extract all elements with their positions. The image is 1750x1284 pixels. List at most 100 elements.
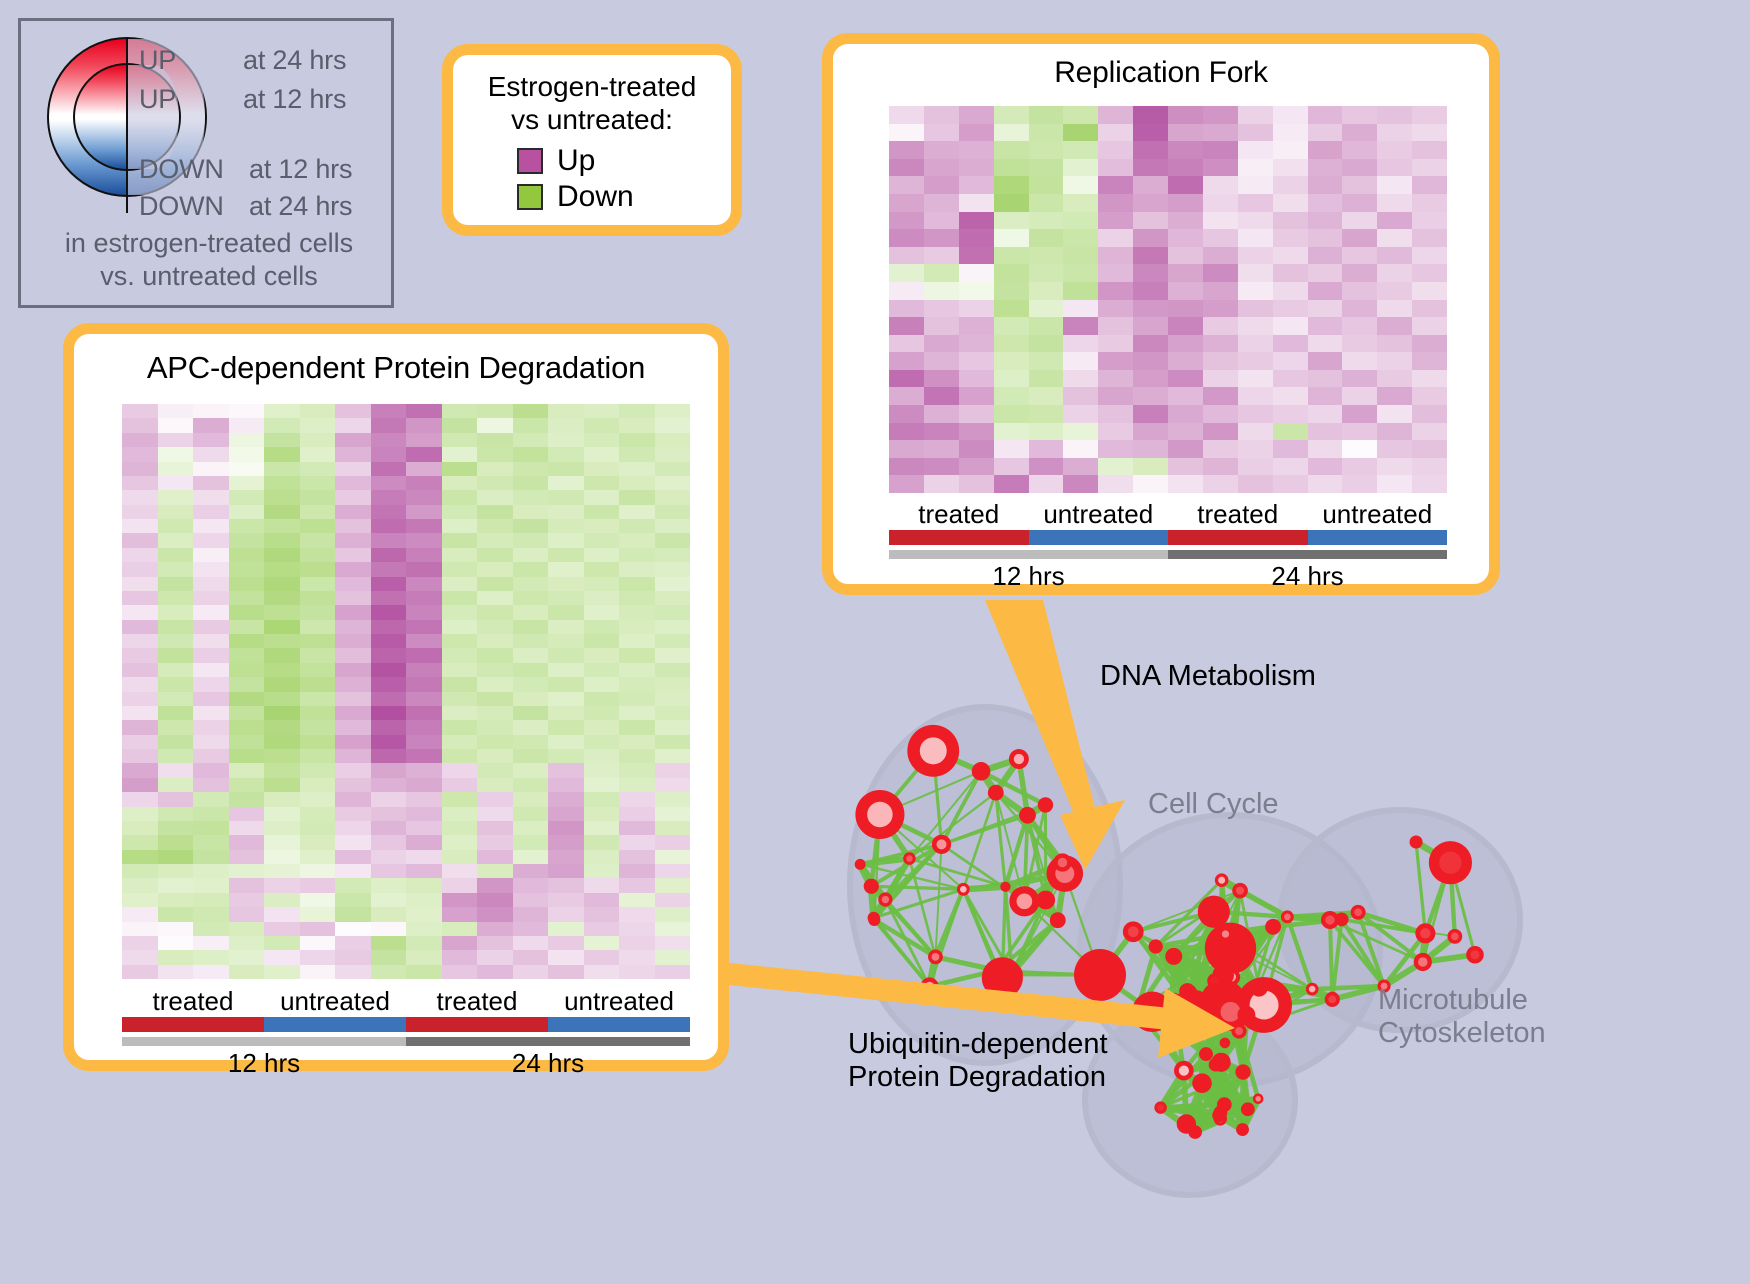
heatmap-cell bbox=[264, 548, 300, 562]
heatmap-cell bbox=[1308, 370, 1343, 388]
heatmap-cell bbox=[300, 936, 336, 950]
heatmap-cell bbox=[1308, 405, 1343, 423]
heatmap-cell bbox=[655, 907, 691, 921]
heatmap-cell bbox=[477, 821, 513, 835]
heatmap-cell bbox=[1377, 176, 1412, 194]
heatmap-cell bbox=[1133, 405, 1168, 423]
heatmap-cell bbox=[229, 735, 265, 749]
heatmap-cell bbox=[1133, 159, 1168, 177]
heatmap-cell bbox=[1133, 370, 1168, 388]
heatmap-cell bbox=[406, 533, 442, 547]
heatmap-cell bbox=[513, 577, 549, 591]
heatmap-cell bbox=[158, 404, 194, 418]
network-node-core bbox=[1439, 851, 1461, 873]
heatmap-cell bbox=[264, 749, 300, 763]
heatmap-cell bbox=[1133, 458, 1168, 476]
heatmap-cell bbox=[889, 475, 924, 493]
heatmap-cell bbox=[264, 922, 300, 936]
heatmap-cell bbox=[1063, 106, 1098, 124]
heatmap-cell bbox=[300, 950, 336, 964]
heatmap-cell bbox=[477, 620, 513, 634]
heatmap-cell bbox=[1098, 229, 1133, 247]
heatmap-cell bbox=[655, 936, 691, 950]
heatmap-cell bbox=[229, 533, 265, 547]
heatmap-cell bbox=[619, 548, 655, 562]
heatmap-cell bbox=[548, 950, 584, 964]
heatmap-cell bbox=[335, 850, 371, 864]
color-key-box: UP at 24 hrs UP at 12 hrs DOWN at 12 hrs… bbox=[18, 18, 394, 308]
heatmap-cell bbox=[889, 264, 924, 282]
heatmap-cell bbox=[1029, 124, 1064, 142]
heatmap-cell bbox=[655, 864, 691, 878]
heatmap-cell bbox=[371, 519, 407, 533]
heatmap-cell bbox=[924, 335, 959, 353]
heatmap-cell bbox=[442, 634, 478, 648]
heatmap-cell bbox=[619, 577, 655, 591]
heatmap-cell bbox=[1063, 264, 1098, 282]
heatmap-cell bbox=[924, 282, 959, 300]
group-bar-1 bbox=[1029, 530, 1169, 545]
heatmap-cell bbox=[300, 735, 336, 749]
heatmap-cell bbox=[229, 505, 265, 519]
heatmap-cell bbox=[229, 749, 265, 763]
heatmap-cell bbox=[406, 735, 442, 749]
heatmap-cell bbox=[122, 735, 158, 749]
heatmap-cell bbox=[619, 936, 655, 950]
group-label-0: treated bbox=[122, 986, 264, 1017]
heatmap-cell bbox=[584, 893, 620, 907]
heatmap-cell bbox=[229, 720, 265, 734]
heatmap-cell bbox=[548, 835, 584, 849]
heatmap-cell bbox=[1133, 423, 1168, 441]
heatmap-cell bbox=[548, 907, 584, 921]
network-node bbox=[1198, 896, 1230, 928]
heatmap-cell bbox=[442, 864, 478, 878]
heatmap-cell bbox=[406, 835, 442, 849]
heatmap-cell bbox=[158, 850, 194, 864]
heatmap-cell bbox=[1098, 370, 1133, 388]
heatmap-cell bbox=[619, 663, 655, 677]
heatmap-cell bbox=[1377, 317, 1412, 335]
heatmap-cell bbox=[959, 352, 994, 370]
heatmap-cell bbox=[1168, 440, 1203, 458]
heatmap-cell bbox=[1273, 423, 1308, 441]
network-node-core bbox=[906, 855, 913, 862]
heatmap-cell bbox=[1063, 370, 1098, 388]
heatmap-cell bbox=[300, 548, 336, 562]
heatmap-cell bbox=[1377, 300, 1412, 318]
heatmap-cell bbox=[1342, 124, 1377, 142]
heatmap-cell bbox=[1273, 106, 1308, 124]
heatmap-cell bbox=[889, 194, 924, 212]
legend-title-line2: vs untreated: bbox=[453, 104, 731, 137]
heatmap-cell bbox=[406, 505, 442, 519]
heatmap-cell bbox=[1203, 141, 1238, 159]
heatmap-cell bbox=[264, 620, 300, 634]
heatmap-cell bbox=[924, 317, 959, 335]
heatmap-cell bbox=[1168, 264, 1203, 282]
heatmap-cell bbox=[335, 864, 371, 878]
heatmap-cell bbox=[548, 922, 584, 936]
heatmap-cell bbox=[1168, 352, 1203, 370]
heatmap-cell bbox=[1063, 176, 1098, 194]
heatmap-cell bbox=[1308, 194, 1343, 212]
heatmap-cell bbox=[513, 763, 549, 777]
network-node bbox=[1038, 797, 1053, 812]
heatmap-cell bbox=[513, 548, 549, 562]
heatmap-cell bbox=[1412, 212, 1447, 230]
heatmap-cell bbox=[335, 692, 371, 706]
heatmap-cell bbox=[1029, 247, 1064, 265]
heatmap-cell bbox=[335, 634, 371, 648]
heatmap-cell bbox=[158, 663, 194, 677]
heatmap-cell bbox=[924, 159, 959, 177]
heatmap-cell bbox=[889, 141, 924, 159]
heatmap-cell bbox=[1168, 317, 1203, 335]
key-caption-line2: vs. untreated cells bbox=[21, 260, 397, 293]
heatmap-cell bbox=[335, 677, 371, 691]
heatmap-cell bbox=[655, 490, 691, 504]
heatmap-cell bbox=[442, 490, 478, 504]
legend-item-down: Down bbox=[517, 180, 667, 214]
heatmap-cell bbox=[619, 850, 655, 864]
heatmap-cell bbox=[513, 720, 549, 734]
heatmap-cell bbox=[584, 692, 620, 706]
key-caption-line1: in estrogen-treated cells bbox=[21, 227, 397, 260]
heatmap-cell bbox=[959, 300, 994, 318]
